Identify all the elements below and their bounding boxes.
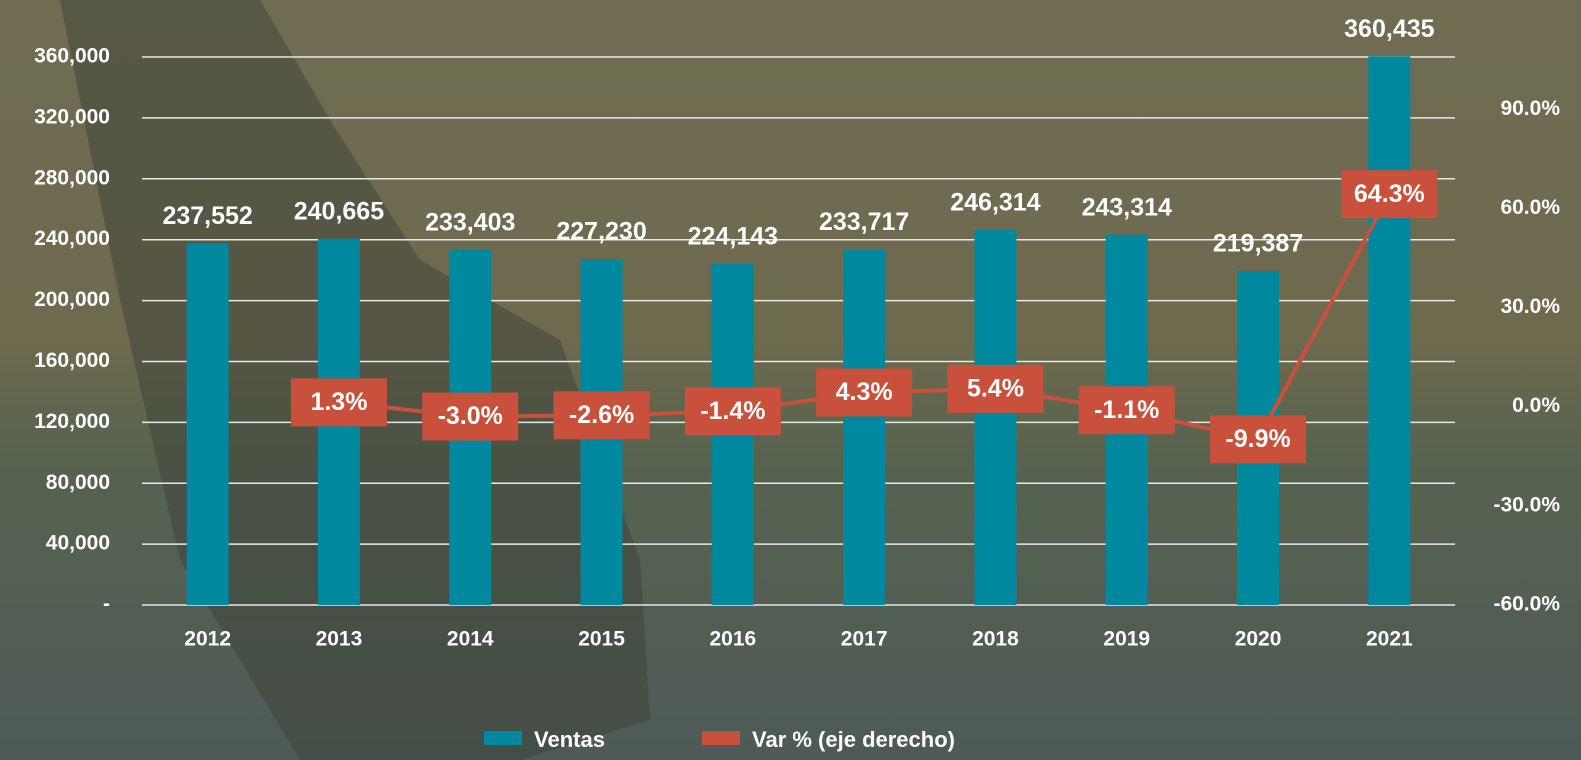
point-box bbox=[816, 368, 913, 417]
point-label: -1.1% bbox=[1094, 396, 1159, 424]
legend-swatch bbox=[702, 731, 740, 745]
point-label: -3.0% bbox=[438, 402, 503, 430]
point-box bbox=[1078, 386, 1175, 435]
y-tick-label: 80,000 bbox=[46, 471, 110, 494]
point-box bbox=[1341, 170, 1438, 219]
legend-label: Ventas bbox=[534, 727, 605, 752]
point-label: -9.9% bbox=[1225, 425, 1290, 453]
x-tick-label: 2018 bbox=[972, 628, 1019, 651]
y2-tick-label: -60.0% bbox=[1493, 593, 1560, 616]
bar-value-label: 246,314 bbox=[950, 189, 1040, 217]
y-tick-label: 200,000 bbox=[34, 288, 110, 311]
bar bbox=[974, 230, 1017, 605]
bar-value-label: 233,403 bbox=[425, 208, 515, 236]
y2-tick-label: 90.0% bbox=[1500, 97, 1560, 120]
y2-tick-label: 30.0% bbox=[1500, 295, 1560, 318]
bar bbox=[186, 243, 229, 606]
bar-value-label: 237,552 bbox=[162, 202, 252, 230]
bar-value-label: 233,717 bbox=[819, 208, 909, 236]
bar-value-label: 240,665 bbox=[294, 197, 384, 225]
point-box bbox=[290, 378, 387, 427]
legend-swatch bbox=[484, 731, 522, 745]
point-label: 1.3% bbox=[310, 388, 367, 416]
legend-label: Var % (eje derecho) bbox=[752, 727, 955, 752]
x-tick-label: 2020 bbox=[1235, 628, 1282, 651]
bar bbox=[1368, 56, 1411, 605]
y2-tick-label: 0.0% bbox=[1512, 394, 1560, 417]
point-box bbox=[1210, 415, 1307, 464]
bar-value-label: 360,435 bbox=[1344, 15, 1434, 43]
bar-value-label: 219,387 bbox=[1213, 230, 1303, 258]
x-tick-label: 2021 bbox=[1366, 628, 1413, 651]
x-tick-label: 2015 bbox=[578, 628, 625, 651]
y2-tick-label: 60.0% bbox=[1500, 196, 1560, 219]
y-tick-label: 120,000 bbox=[34, 410, 110, 433]
y-tick-label: 160,000 bbox=[34, 349, 110, 372]
x-tick-label: 2012 bbox=[184, 628, 231, 651]
bar-value-label: 227,230 bbox=[556, 218, 646, 246]
y2-tick-label: -30.0% bbox=[1493, 493, 1560, 516]
point-label: 64.3% bbox=[1354, 180, 1425, 208]
x-tick-label: 2017 bbox=[841, 628, 888, 651]
y-tick-label: 320,000 bbox=[34, 105, 110, 128]
point-label: 4.3% bbox=[836, 378, 893, 406]
point-label: -2.6% bbox=[569, 401, 634, 429]
x-tick-label: 2013 bbox=[316, 628, 363, 651]
x-tick-label: 2014 bbox=[447, 628, 494, 651]
x-tick-label: 2019 bbox=[1103, 628, 1150, 651]
bar bbox=[843, 249, 886, 605]
point-label: -1.4% bbox=[700, 397, 765, 425]
y-tick-label: 240,000 bbox=[34, 227, 110, 250]
y-tick-label: 280,000 bbox=[34, 166, 110, 189]
point-label: 5.4% bbox=[967, 374, 1024, 402]
y-tick-label: 360,000 bbox=[34, 45, 110, 68]
y-tick-label: - bbox=[103, 593, 110, 616]
point-box bbox=[553, 391, 650, 440]
bar-value-label: 243,314 bbox=[1082, 193, 1172, 221]
y-tick-label: 40,000 bbox=[46, 532, 110, 555]
point-box bbox=[684, 387, 781, 436]
point-box bbox=[422, 392, 519, 441]
point-box bbox=[947, 364, 1044, 413]
bar-value-label: 224,143 bbox=[688, 222, 778, 250]
x-tick-label: 2016 bbox=[709, 628, 756, 651]
